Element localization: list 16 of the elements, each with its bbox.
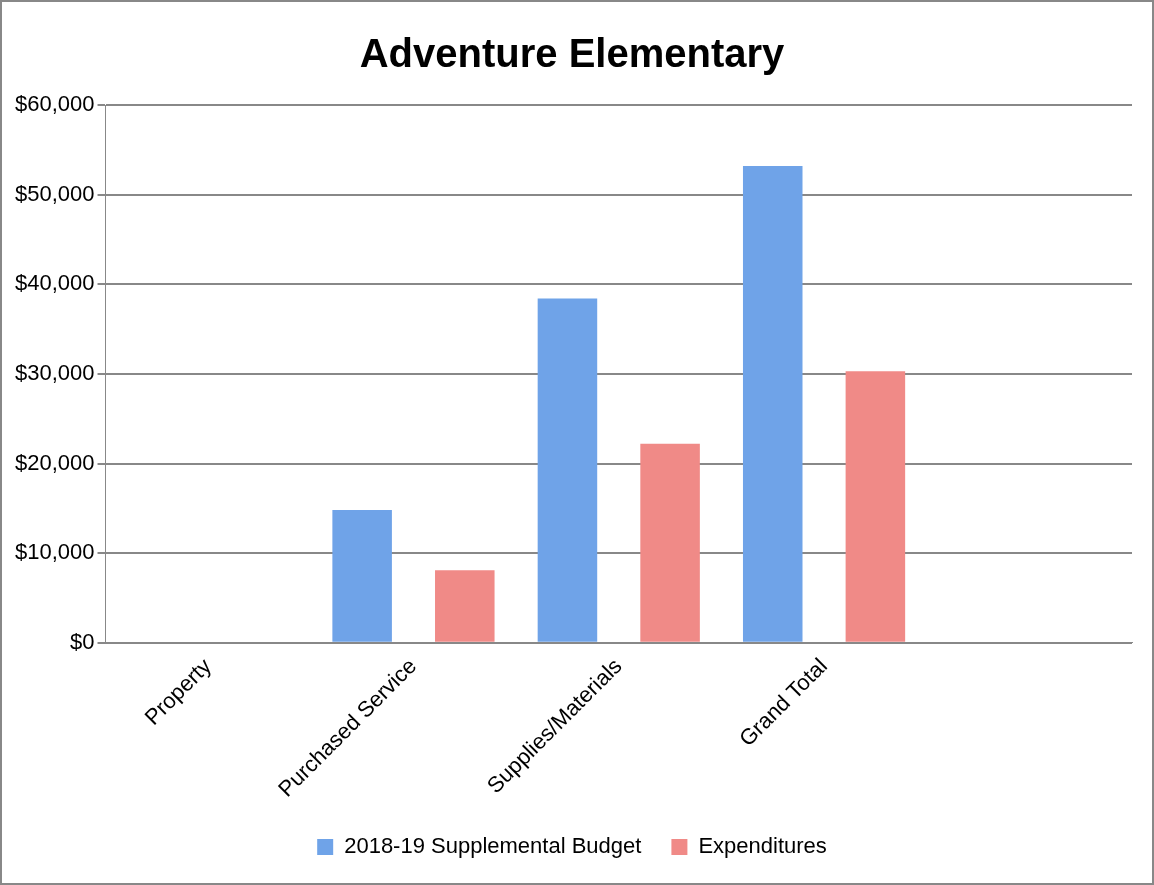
bar: [742, 165, 803, 642]
y-tick-label: $60,000: [14, 91, 95, 117]
bar: [435, 570, 495, 642]
legend-label: 2018-19 Supplemental Budget: [344, 833, 642, 859]
bar: [332, 510, 392, 642]
bar: [845, 371, 906, 642]
chart-title: Adventure Elementary: [359, 31, 786, 76]
y-tick-label: $50,000: [14, 180, 95, 206]
bar: [640, 443, 700, 642]
bar: [537, 298, 598, 642]
y-tick-label: $20,000: [14, 449, 95, 475]
y-tick-label: $30,000: [14, 359, 95, 385]
y-tick-label: $10,000: [14, 539, 95, 565]
y-tick-label: $40,000: [14, 270, 95, 296]
y-tick-label: $0: [70, 628, 95, 654]
legend-label: Expenditures: [698, 833, 827, 859]
